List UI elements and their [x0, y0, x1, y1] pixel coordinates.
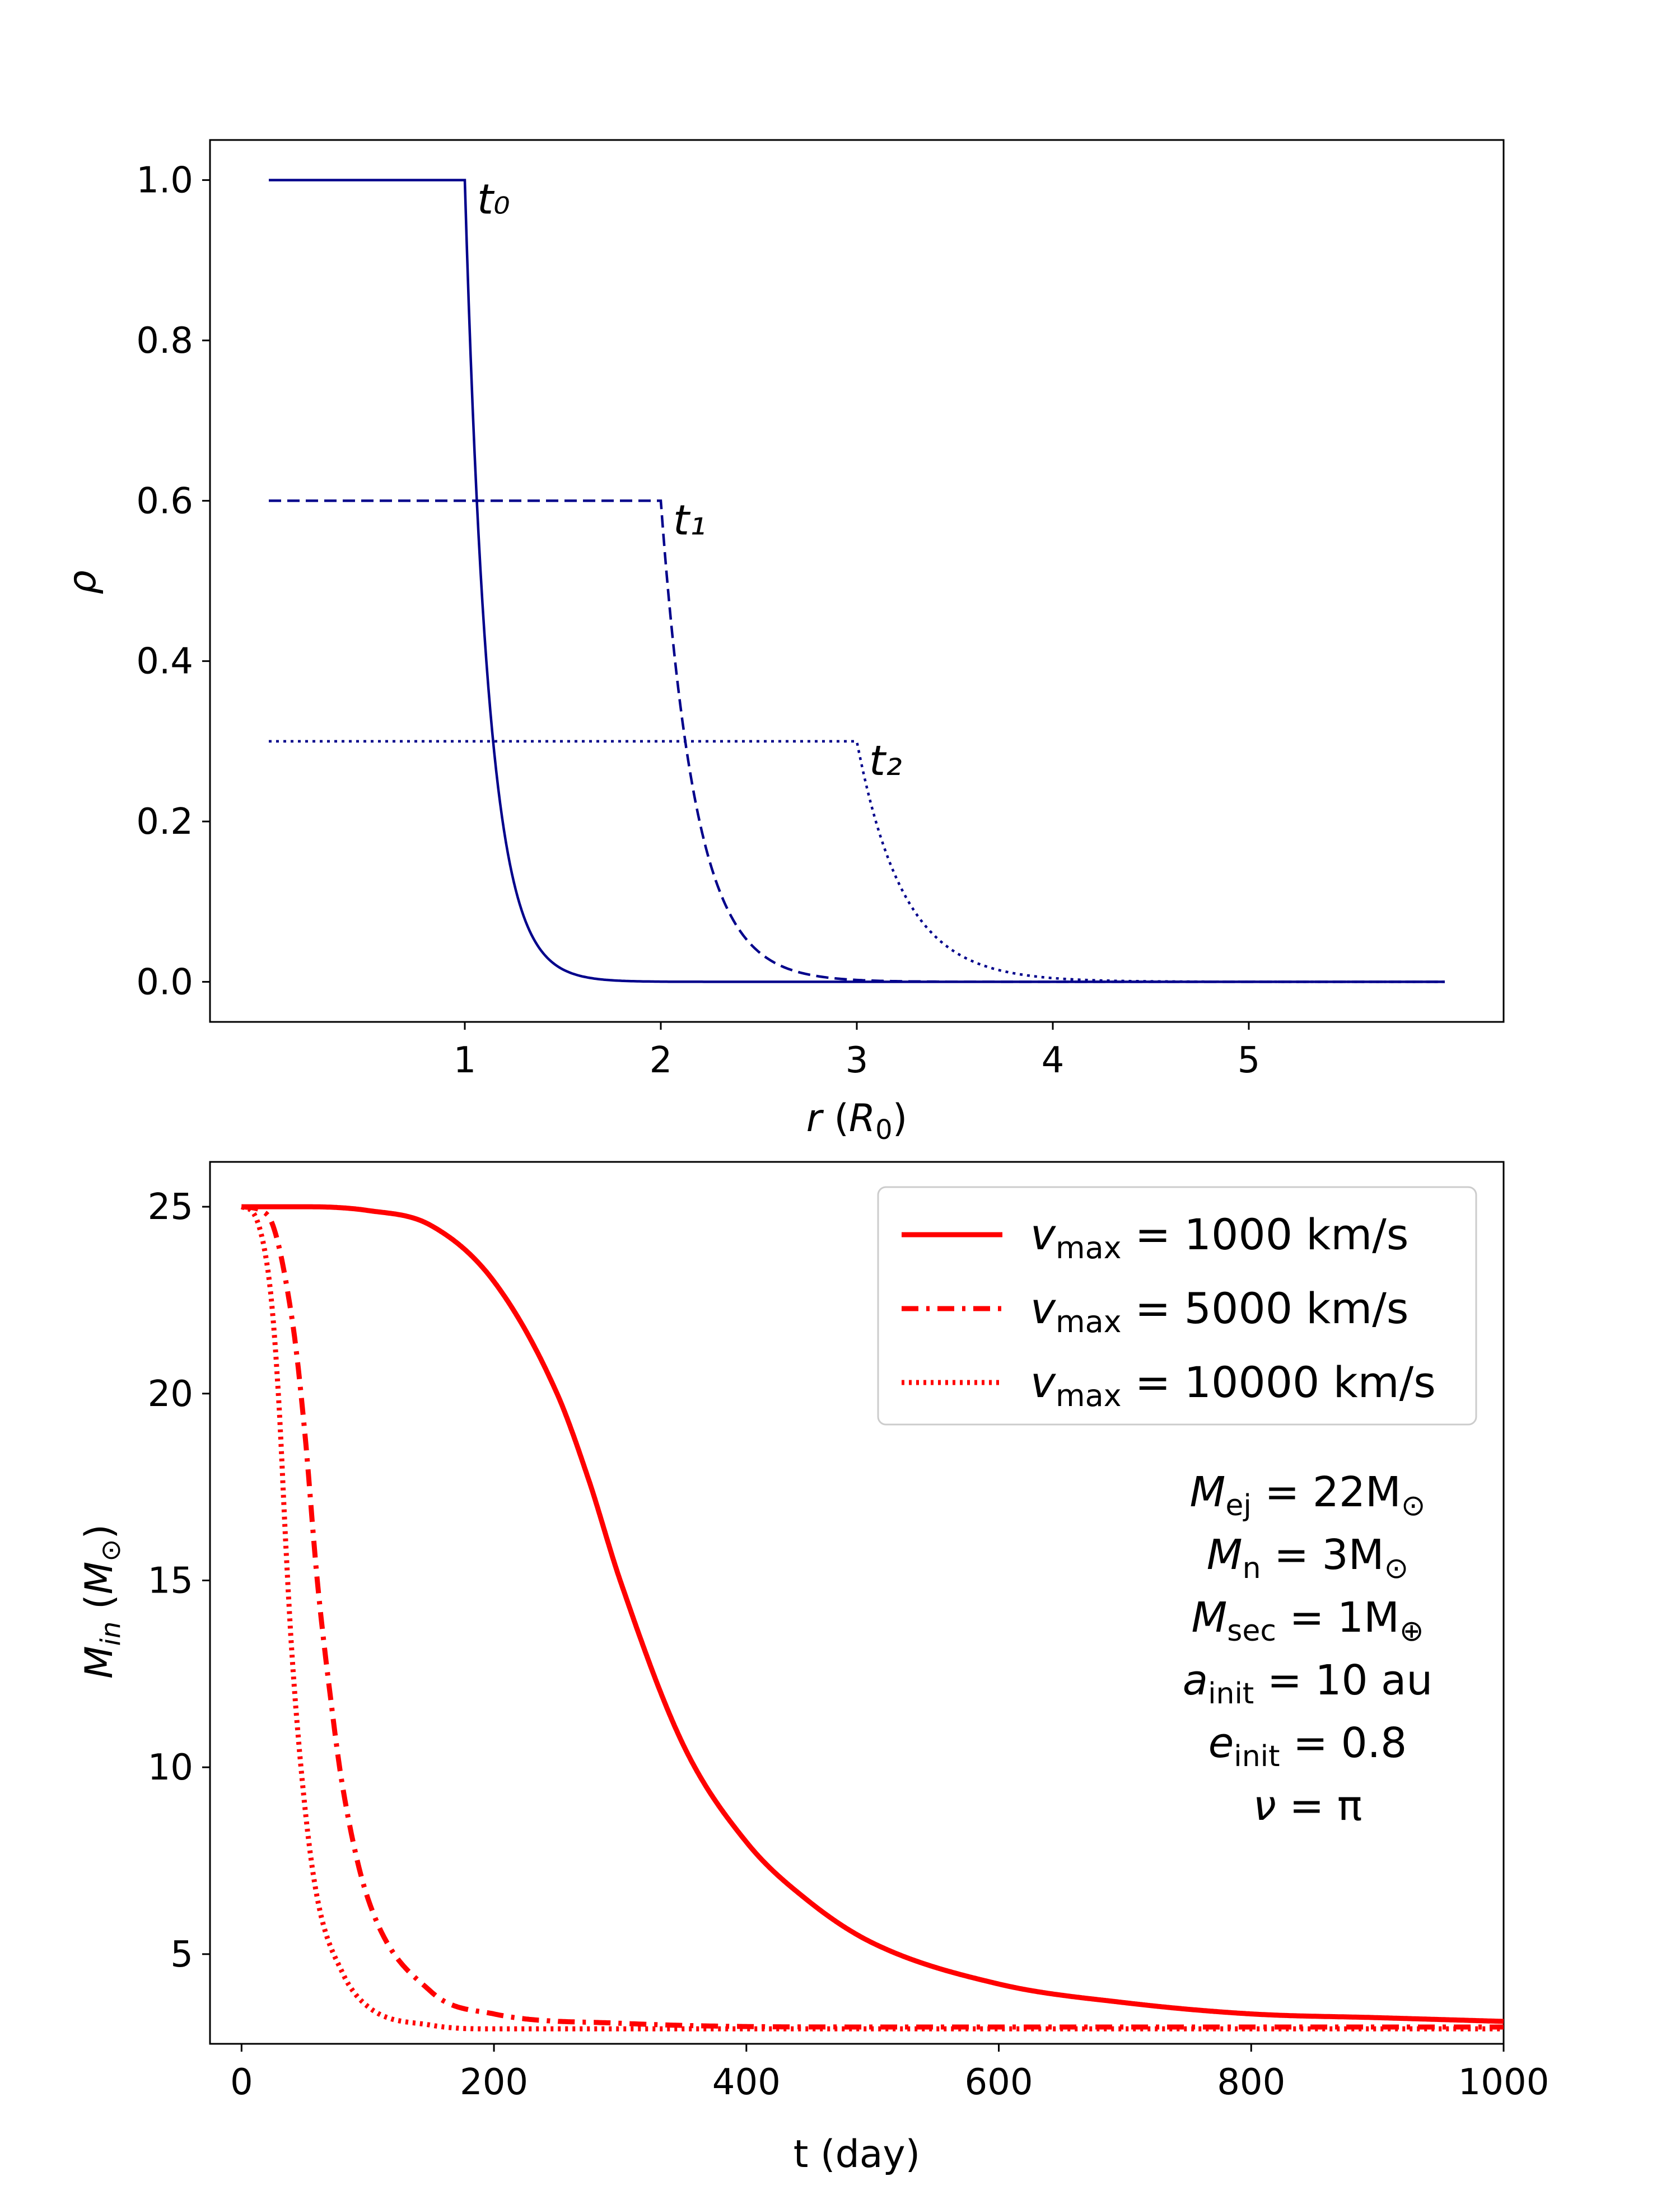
- plot-frame-bottom: [209, 1161, 1505, 2045]
- x-tick-label: 4: [1042, 1040, 1065, 1081]
- parameter-label: Mej = 22M⊙: [1190, 1468, 1426, 1523]
- x-tick-label: 200: [460, 2062, 528, 2103]
- x-tick-label: 600: [964, 2062, 1033, 2103]
- y-tick-label: 1.0: [136, 160, 193, 202]
- density-line-t: [269, 740, 1445, 983]
- x-tick-label: 1000: [1458, 2062, 1550, 2103]
- y-tick-label: 10: [148, 1747, 193, 1788]
- y-tick-label: 0.0: [136, 961, 193, 1003]
- mass-line-solid: [241, 1204, 1504, 2024]
- x-tick-label: 800: [1217, 2062, 1285, 2103]
- x-tick-label: 400: [712, 2062, 781, 2103]
- parameter-label: ν = π: [1253, 1782, 1362, 1830]
- x-axis-label-top: r (R0): [806, 1096, 907, 1146]
- x-tick-label: 3: [846, 1040, 869, 1081]
- x-axis-label-bottom: t (day): [794, 2132, 920, 2177]
- x-tick-label: 5: [1238, 1040, 1261, 1081]
- y-tick-label: 0.4: [136, 641, 193, 683]
- y-tick-label: 20: [148, 1374, 193, 1415]
- parameter-label: ainit = 10 au: [1183, 1656, 1433, 1711]
- y-tick-label: 25: [148, 1187, 193, 1228]
- legend-box: [877, 1186, 1477, 1426]
- mass-line-dotted: [240, 1204, 1504, 2031]
- density-line-t: [269, 179, 1445, 983]
- legend: vmax = 1000 km/s vmax = 5000 km/s vmax = 1…: [877, 1186, 1477, 1426]
- panel-density: 1 2 3 4 5 0.0 0.2 0.4 0.6 0.8 1.0 t₀ t₁ t₂ r (R0) ρ: [60, 139, 1505, 1146]
- series-labels-top: t₀ t₁ t₂: [477, 176, 902, 785]
- density-line-t: [269, 499, 1445, 983]
- panel-mass: 0 200 400 600 800 1000 5 10 15 20 25 t (day) Min (…: [77, 1161, 1550, 2177]
- x-tick-label: 0: [230, 2062, 253, 2103]
- series-group-top: [269, 179, 1445, 983]
- legend-label: vmax = 5000 km/s: [1030, 1283, 1408, 1339]
- axis-ticks-top: 1 2 3 4 5 0.0 0.2 0.4 0.6 0.8 1.0: [136, 160, 1260, 1081]
- legend-items: vmax = 1000 km/s vmax = 5000 km/s vmax = 1…: [902, 1209, 1436, 1413]
- legend-label: vmax = 10000 km/s: [1030, 1357, 1436, 1413]
- series-label: t₁: [673, 496, 706, 544]
- parameter-label: einit = 0.8: [1208, 1719, 1407, 1773]
- series-label: t₀: [477, 176, 510, 224]
- y-tick-label: 0.6: [136, 480, 193, 522]
- y-tick-label: 5: [170, 1934, 193, 1976]
- axis-ticks-bottom: 0 200 400 600 800 1000 5 10 15 20 25: [148, 1187, 1550, 2103]
- parameter-label: Mn = 3M⊙: [1207, 1531, 1408, 1585]
- y-tick-label: 0.2: [136, 801, 193, 843]
- parameter-label: Msec = 1M⊕: [1191, 1594, 1424, 1648]
- y-axis-label-top: ρ: [60, 570, 105, 594]
- x-tick-label: 1: [454, 1040, 477, 1081]
- parameter-annotations: Mej = 22M⊙ Mn = 3M⊙ Msec = 1M⊕ ainit = 10 a…: [1183, 1468, 1433, 1830]
- series-group-bottom: [240, 1204, 1504, 2031]
- y-tick-label: 0.8: [136, 320, 193, 362]
- x-tick-label: 2: [650, 1040, 673, 1081]
- y-tick-label: 15: [148, 1560, 193, 1601]
- plot-frame-top: [209, 139, 1505, 1023]
- y-axis-label-bottom: Min (M⊙): [77, 1524, 127, 1679]
- series-label: t₂: [869, 737, 902, 785]
- legend-label: vmax = 1000 km/s: [1030, 1209, 1408, 1265]
